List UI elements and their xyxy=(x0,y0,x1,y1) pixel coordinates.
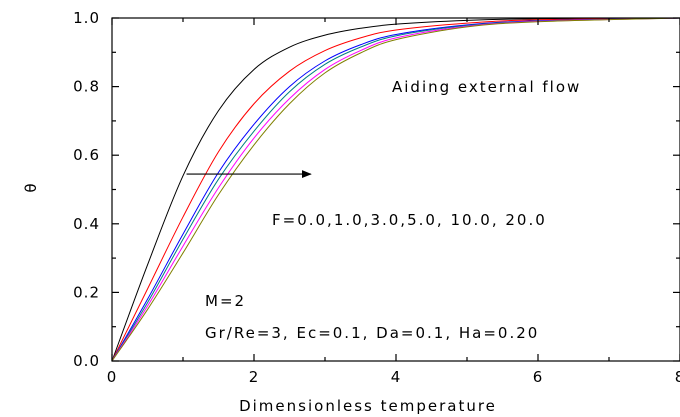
axis-ticks xyxy=(111,17,680,362)
y-tick-label: 0.8 xyxy=(73,78,100,96)
y-tick-label: 0.2 xyxy=(73,283,100,301)
series-line-4 xyxy=(111,17,680,362)
y-tick-label: 0.6 xyxy=(73,146,100,164)
axis-tick-labels: 0 2 4 6 8 0.0 0.2 0.4 0.6 0.8 1.0 xyxy=(73,9,680,386)
y-axis-title: θ xyxy=(22,183,40,192)
annotation-flow: Aiding external flow xyxy=(392,78,581,96)
x-tick-label: 4 xyxy=(391,368,402,386)
series-curves xyxy=(111,17,680,362)
series-line-0 xyxy=(111,17,680,362)
annotation-m: M=2 xyxy=(205,292,246,310)
x-tick-label: 0 xyxy=(107,368,118,386)
x-tick-label: 8 xyxy=(675,368,680,386)
series-line-2 xyxy=(111,17,680,362)
y-tick-label: 1.0 xyxy=(73,9,100,27)
series-line-5 xyxy=(111,17,680,362)
series-line-3 xyxy=(111,17,680,362)
x-tick-label: 6 xyxy=(533,368,544,386)
annotation-params: Gr/Re=3, Ec=0.1, Da=0.1, Ha=0.20 xyxy=(205,324,539,342)
y-tick-label: 0.0 xyxy=(73,352,100,370)
annotation-f-values: F=0.0,1.0,3.0,5.0, 10.0, 20.0 xyxy=(272,211,547,229)
x-axis-title: Dimensionless temperature xyxy=(239,397,497,415)
x-tick-label: 2 xyxy=(249,368,260,386)
y-tick-label: 0.4 xyxy=(73,215,100,233)
series-line-1 xyxy=(111,17,680,362)
